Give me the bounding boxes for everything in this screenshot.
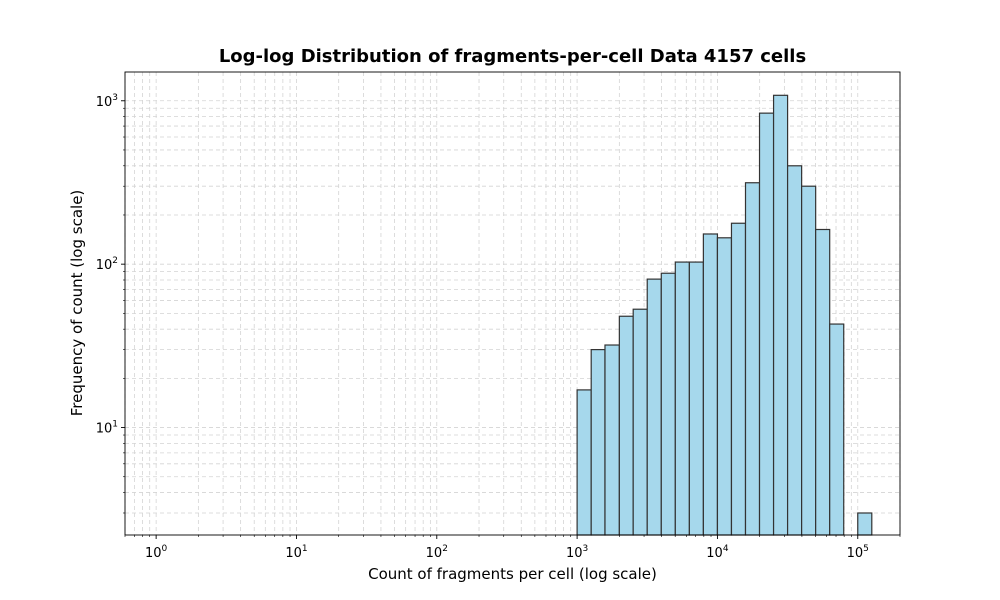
histogram-bar	[632, 308, 648, 536]
y-tick-label: 102	[96, 256, 118, 273]
histogram-bar	[674, 261, 690, 536]
histogram-bar	[730, 222, 747, 536]
x-tick-label: 101	[285, 544, 307, 561]
x-tick-label: 100	[145, 544, 168, 561]
histogram-bar	[660, 272, 676, 536]
histogram-bar	[829, 323, 845, 536]
ticks-layer: 100 101 102 103 104 105 101 102 103	[96, 93, 901, 561]
y-tick-label: 103	[96, 93, 118, 110]
histogram-bar	[786, 165, 803, 536]
histogram-bar	[688, 261, 704, 536]
histogram-bar	[815, 228, 831, 536]
chart-title: Log-log Distribution of fragments-per-ce…	[218, 46, 807, 67]
histogram-bar	[702, 233, 719, 536]
x-tick-label: 102	[426, 544, 448, 561]
bars-layer	[576, 94, 873, 536]
axes-frame	[124, 71, 901, 536]
histogram-bar	[646, 278, 662, 536]
histogram-bar	[618, 315, 634, 536]
x-tick-label: 105	[847, 544, 869, 561]
histogram-bar	[758, 112, 775, 536]
y-tick-label: 101	[96, 420, 118, 437]
histogram-bar	[744, 182, 761, 536]
histogram-bar	[801, 185, 817, 536]
histogram-bar	[716, 237, 733, 536]
y-axis-label: Frequency of count (log scale)	[68, 189, 86, 417]
x-tick-label: 103	[566, 544, 588, 561]
histogram-bar	[857, 512, 873, 536]
histogram-bar	[604, 344, 620, 536]
histogram-bar	[772, 94, 789, 536]
histogram-bar	[590, 348, 606, 536]
histogram-bar	[576, 389, 592, 536]
x-axis-label: Count of fragments per cell (log scale)	[368, 565, 657, 583]
x-tick-label: 104	[706, 544, 729, 561]
